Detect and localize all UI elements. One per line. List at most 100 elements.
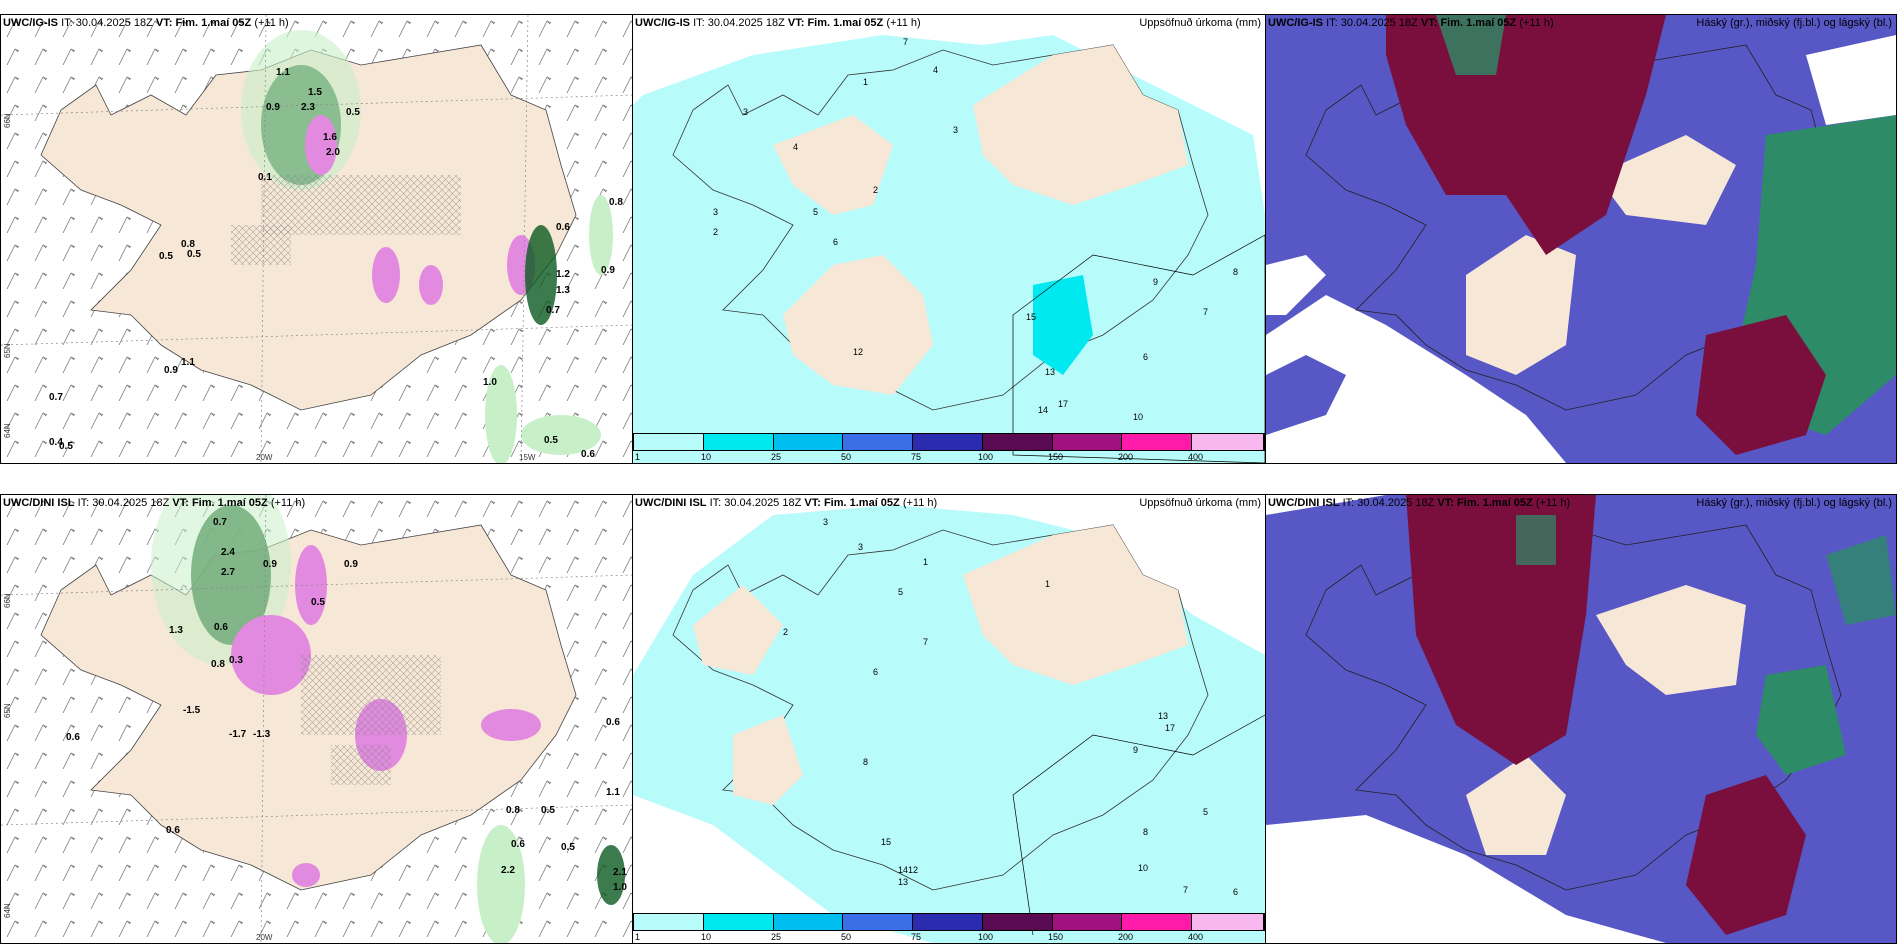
legend-tick: 400 <box>1188 932 1204 942</box>
map-precip-row2: 3 3 1 5 2 7 6 8 15 14 13 12 1 13 17 9 8 … <box>633 495 1265 943</box>
legend-tick: 1 <box>635 452 641 462</box>
legend-swatch <box>703 434 774 450</box>
precip-label: 13 <box>1045 367 1055 377</box>
precip-label: 6 <box>873 667 878 677</box>
panel-title-precip: Uppsöfnuð úrkoma (mm) <box>1139 17 1261 29</box>
legend-tick: 150 <box>1048 452 1064 462</box>
precip-label: 7 <box>1183 885 1188 895</box>
map-wind-row1: 1.1 0.9 2.3 1.6 0.5 0.1 0.8 0.5 0.5 0.9 … <box>1 15 632 463</box>
panel-row2-precip: 3 3 1 5 2 7 6 8 15 14 13 12 1 13 17 9 8 … <box>632 494 1266 944</box>
precip-label: 7 <box>903 37 908 47</box>
lead-time: (+11 h) <box>270 497 306 509</box>
precip-label: 14 <box>898 865 908 875</box>
wind-label: 1.3 <box>169 625 183 636</box>
it-value: 30.04.2025 18Z <box>75 17 153 29</box>
legend-swatch <box>913 434 983 450</box>
vt-value: Fim. 1.maí 05Z <box>1440 17 1517 29</box>
legend-tick: 75 <box>911 932 922 942</box>
lat-label: 64N <box>3 903 12 918</box>
wind-label: 0.5 <box>187 249 201 260</box>
precip-label: 8 <box>1233 267 1238 277</box>
legend-bar <box>633 913 1265 931</box>
wind-label: 1.5 <box>308 87 322 98</box>
vt-value: Fim. 1.maí 05Z <box>1456 497 1533 509</box>
land-area <box>973 45 1188 205</box>
precip-label: 8 <box>863 757 868 767</box>
land-area <box>773 115 893 215</box>
wind-label: -1.7 <box>229 729 247 740</box>
lead-time: (+11 h) <box>1519 17 1554 29</box>
land-area <box>783 255 933 395</box>
it-label: IT: <box>77 497 90 509</box>
wind-label: 1.2 <box>556 269 570 280</box>
precip-label: 12 <box>908 865 918 875</box>
legend-swatch <box>703 914 774 930</box>
it-label: IT: <box>693 17 705 29</box>
it-value: 30.04.2025 18Z <box>1357 497 1435 509</box>
lon-label: 15W <box>519 453 536 462</box>
wind-label: -1.3 <box>253 729 271 740</box>
legend-tick: 150 <box>1048 932 1064 942</box>
wind-label: 0.6 <box>511 839 525 850</box>
panel-row2-wind: 0.7 2.4 2.7 0.9 0.9 0.5 1.3 0.6 0.8 0.3 … <box>0 494 633 944</box>
precip-label: 6 <box>1233 887 1238 897</box>
wind-label: 0.5 <box>159 251 173 262</box>
precip-label: 10 <box>1138 863 1148 873</box>
precip-label: 12 <box>853 347 863 357</box>
wind-label: 0.8 <box>609 197 623 208</box>
panel-row1-wind: 1.1 0.9 2.3 1.6 0.5 0.1 0.8 0.5 0.5 0.9 … <box>0 14 633 464</box>
legend-tick: 1 <box>635 932 641 942</box>
precip-label: 13 <box>898 877 908 887</box>
precip-label: 9 <box>1153 277 1158 287</box>
legend-tick: 10 <box>701 932 712 942</box>
legend-tick: 100 <box>978 452 994 462</box>
panel-title-cloud: Háský (gr.), miðský (fj.bl.) og lágský (… <box>1696 17 1892 29</box>
wind-label: 0.7 <box>546 305 560 316</box>
wind-label: 2.7 <box>221 567 235 578</box>
legend-swatch <box>1192 434 1265 450</box>
wind-label: 2.0 <box>326 147 340 158</box>
legend-tick: 50 <box>841 932 852 942</box>
lat-label: 64N <box>3 423 12 438</box>
lead-time: (+11 h) <box>1535 497 1571 509</box>
vt-value: Fim. 1.maí 05Z <box>807 17 884 29</box>
it-value: 30.04.2025 18Z <box>1340 17 1418 29</box>
vt-label: VT: <box>1437 497 1454 509</box>
legend-tick: 75 <box>911 452 922 462</box>
panel-title-cloud: Háský (gr.), miðský (fj.bl.) og lágský (… <box>1696 497 1892 509</box>
panel-title-precip: Uppsöfnuð úrkoma (mm) <box>1139 497 1261 509</box>
precip-label: 15 <box>1026 312 1036 322</box>
wind-label: 0.6 <box>581 449 595 460</box>
panel-header: UWC/DINI ISL IT: 30.04.2025 18Z VT: Fim.… <box>3 497 305 509</box>
wind-label: 0.6 <box>556 222 570 233</box>
lat-label: 65N <box>3 703 12 718</box>
wind-label: 0.8 <box>211 659 225 670</box>
it-value: 30.04.2025 18Z <box>92 497 170 509</box>
wind-label: -1.5 <box>183 705 201 716</box>
lead-time: (+11 h) <box>902 497 938 509</box>
model-name: UWC/DINI ISL <box>1268 497 1340 509</box>
legend-swatch <box>843 434 914 450</box>
land-area <box>1596 585 1746 695</box>
it-label: IT: <box>709 497 722 509</box>
precip-legend: 1 10 25 50 75 100 150 200 400 <box>633 913 1265 943</box>
wind-label: 0.6 <box>66 732 80 743</box>
wind-label: 2.2 <box>501 865 515 876</box>
it-label: IT: <box>61 17 73 29</box>
map-cloud-row1 <box>1266 15 1896 463</box>
precip-label: 7 <box>1203 307 1208 317</box>
precip-label: 13 <box>1158 711 1168 721</box>
panel-header: UWC/DINI ISL IT: 30.04.2025 18Z VT: Fim.… <box>1268 497 1570 509</box>
precip-label: 5 <box>813 207 818 217</box>
it-label: IT: <box>1326 17 1338 29</box>
it-label: IT: <box>1342 497 1355 509</box>
wind-label: 0.6 <box>606 717 620 728</box>
precip-label: 1 <box>863 77 868 87</box>
legend-swatch <box>982 434 1053 450</box>
vt-label: VT: <box>155 17 173 29</box>
wind-label: 0.7 <box>213 517 227 528</box>
wind-label: 0.6 <box>214 622 228 633</box>
legend-tick: 10 <box>701 452 712 462</box>
precip-legend: 1 10 25 50 75 100 150 200 400 <box>633 433 1265 463</box>
vt-value: Fim. 1.maí 05Z <box>175 17 252 29</box>
